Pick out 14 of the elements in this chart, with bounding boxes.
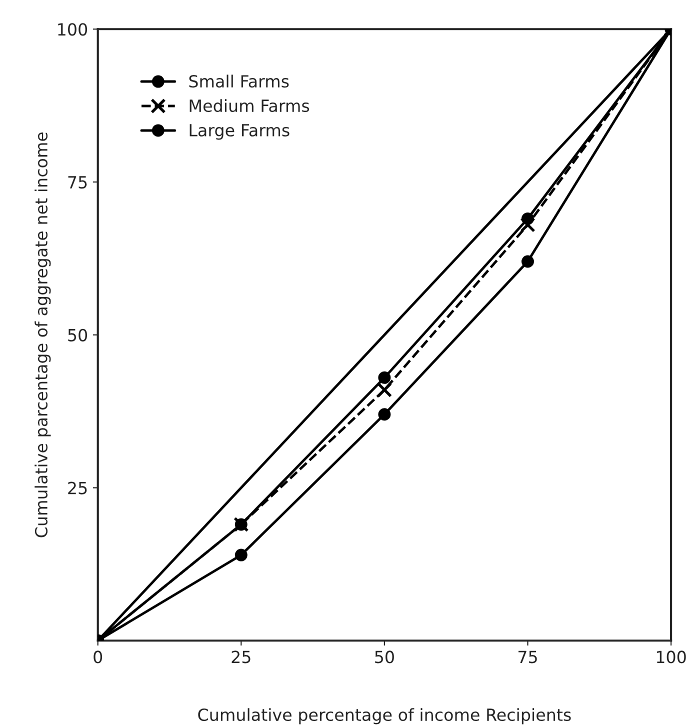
y-tick-label: 50: [68, 328, 88, 342]
x-tick-label: 100: [656, 650, 686, 664]
y-tick-label: 75: [68, 176, 87, 189]
x-axis-title: Cumulative percentage of income Recipients: [198, 708, 571, 724]
y-tick-label: 25: [68, 482, 87, 494]
legend-label: Large Farms: [190, 124, 290, 140]
legend-label: Small Farms: [189, 74, 289, 88]
legend-label: Medium Farms: [190, 99, 310, 112]
x-tick-label: 50: [375, 650, 394, 664]
x-tick-label: 75: [518, 650, 537, 664]
x-tick-label: 25: [232, 650, 250, 664]
y-axis-title: Cumulative parcentage of aggregate net income: [34, 132, 51, 538]
x-tick-label: 0: [94, 650, 102, 664]
y-tick-label: 100: [58, 23, 88, 36]
